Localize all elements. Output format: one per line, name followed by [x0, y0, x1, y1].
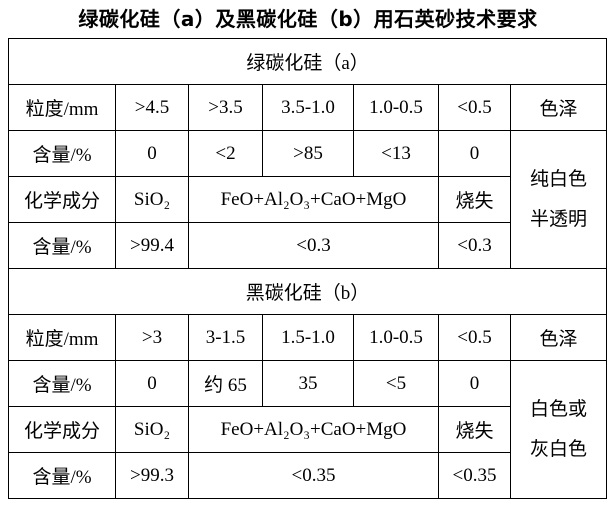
table-cell: 0	[438, 130, 511, 177]
table-cell: <0.3	[188, 222, 439, 269]
table-cell: 烧失	[438, 176, 511, 223]
table-cell: 0	[438, 360, 511, 407]
spec-table: 绿碳化硅（a） 粒度/mm >4.5 >3.5 3.5-1.0 1.0-0.5 <0.5 色泽…	[7, 38, 608, 499]
table-cell: >3	[115, 314, 189, 361]
table-cell: 含量/%	[8, 360, 116, 407]
table-cell: <0.35	[438, 452, 511, 499]
table-cell: 1.5-1.0	[262, 314, 354, 361]
table-cell: 0	[115, 360, 189, 407]
table-cell: 1.0-0.5	[353, 314, 439, 361]
table-cell: 化学成分	[8, 176, 116, 223]
table-cell: 3-1.5	[188, 314, 263, 361]
section-title: 黑碳化硅（b）	[7, 268, 608, 315]
table-cell: >99.3	[115, 452, 189, 499]
color-note-line: 半透明	[530, 208, 588, 230]
document-title: 绿碳化硅（a）及黑碳化硅（b）用石英砂技术要求	[78, 7, 538, 31]
table-row: 含量/% 0 <2 >85 <13 0 纯白色 半透明	[8, 130, 608, 269]
table-cell: 粒度/mm	[8, 314, 116, 361]
section-row: 黑碳化硅（b）	[7, 268, 608, 315]
table-cell: <0.5	[438, 84, 511, 131]
table-cell: 3.5-1.0	[262, 84, 354, 131]
table-cell: 0	[115, 130, 189, 177]
section-row: 绿碳化硅（a）	[7, 38, 608, 85]
table-cell: SiO₂	[115, 406, 189, 453]
table-row: 含量/% >99.3 <0.35 <0.35	[8, 452, 607, 499]
table-cell: <0.35	[188, 452, 439, 499]
table-cell: FeO+Al₂O₃+CaO+MgO	[188, 406, 439, 453]
table-row: 化学成分 SiO₂ FeO+Al₂O₃+CaO+MgO 烧失	[8, 176, 607, 223]
table-cell: <5	[353, 360, 439, 407]
table-cell: 含量/%	[8, 452, 116, 499]
table-cell: FeO+Al₂O₃+CaO+MgO	[188, 176, 439, 223]
table-row: 化学成分 SiO₂ FeO+Al₂O₃+CaO+MgO 烧失	[8, 406, 607, 453]
table-row: 粒度/mm >4.5 >3.5 3.5-1.0 1.0-0.5 <0.5 色泽	[8, 84, 608, 131]
table-cell: 含量/%	[8, 222, 116, 269]
table-row: 含量/% 0 约 65 35 <5 0 白色或 灰白色	[8, 360, 608, 499]
color-note: 白色或 灰白色	[509, 360, 608, 499]
section-title: 绿碳化硅（a）	[7, 38, 608, 85]
table-cell: >3.5	[188, 84, 263, 131]
table-row: 含量/% >99.4 <0.3 <0.3	[8, 222, 607, 269]
color-note-line: 纯白色	[530, 168, 588, 190]
table-cell: 色泽	[509, 314, 608, 361]
table-cell: >85	[262, 130, 354, 177]
table-row: 粒度/mm >3 3-1.5 1.5-1.0 1.0-0.5 <0.5 色泽	[8, 314, 608, 361]
table-cell: <0.3	[438, 222, 511, 269]
table-cell: >99.4	[115, 222, 189, 269]
table-cell: >4.5	[115, 84, 189, 131]
color-note: 纯白色 半透明	[509, 130, 608, 269]
table-cell: 含量/%	[8, 130, 116, 177]
table-cell: 化学成分	[8, 406, 116, 453]
color-note-line: 白色或	[530, 398, 588, 420]
table-cell: 烧失	[438, 406, 511, 453]
table-cell: 35	[262, 360, 354, 407]
table-cell: 约 65	[188, 360, 263, 407]
table-cell: <2	[188, 130, 263, 177]
table-cell: 色泽	[509, 84, 608, 131]
color-note-line: 灰白色	[530, 438, 588, 460]
table-cell: <0.5	[438, 314, 511, 361]
table-cell: <13	[353, 130, 439, 177]
table-cell: SiO₂	[115, 176, 189, 223]
table-cell: 1.0-0.5	[353, 84, 439, 131]
table-cell: 粒度/mm	[8, 84, 116, 131]
